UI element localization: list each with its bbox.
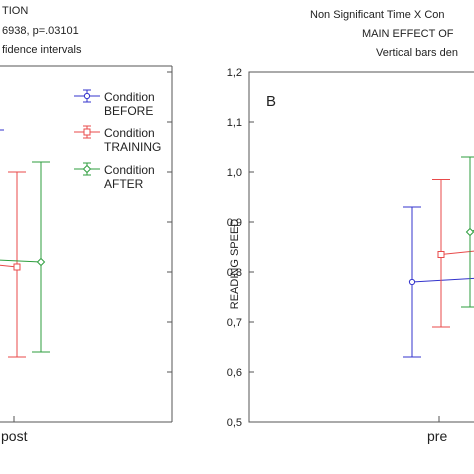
right-y-tick-label: 0,8 bbox=[227, 267, 242, 279]
right-y-tick-label: 1,1 bbox=[227, 117, 242, 129]
legend-training-line2: TRAINING bbox=[104, 140, 162, 154]
right-y-tick-label: 1,2 bbox=[227, 67, 242, 79]
legend-marker-after bbox=[82, 164, 92, 174]
legend-label-after: Condition AFTER bbox=[104, 163, 155, 191]
right-header-line-2: MAIN EFFECT OF bbox=[362, 28, 454, 40]
right-header-line-1: Non Significant Time X Con bbox=[310, 9, 445, 21]
legend-label-training: Condition TRAINING bbox=[104, 126, 161, 154]
legend-before-line2: BEFORE bbox=[104, 104, 154, 118]
left-point-training bbox=[13, 263, 21, 271]
legend-training-line1: Condition bbox=[104, 126, 155, 140]
right-point-training bbox=[437, 251, 445, 258]
right-x-tick-pre: pre bbox=[427, 428, 448, 444]
legend-marker-training bbox=[83, 128, 91, 136]
right-y-tick-label: 0,5 bbox=[227, 417, 242, 429]
legend-marker-before bbox=[83, 92, 91, 100]
right-series-line-training bbox=[440, 250, 474, 255]
left-header-line-3: fidence intervals bbox=[2, 44, 82, 56]
left-header-line-2: 6938, p=.03101 bbox=[2, 25, 79, 37]
right-plot-frame bbox=[248, 71, 474, 423]
left-x-tick-post: post bbox=[1, 428, 28, 444]
y-axis-label: READING SPEED bbox=[229, 218, 241, 310]
left-series-line-after bbox=[0, 259, 42, 263]
right-y-tick-label: 0,7 bbox=[227, 317, 242, 329]
panel-label-b: B bbox=[266, 93, 277, 110]
legend-label-before: Condition BEFORE bbox=[104, 90, 155, 118]
legend-after-line2: AFTER bbox=[104, 177, 144, 191]
right-y-tick-label: 0,6 bbox=[227, 367, 242, 379]
right-series-line-before bbox=[411, 277, 474, 283]
legend-before-line1: Condition bbox=[104, 90, 155, 104]
right-header-line-3: Vertical bars den bbox=[376, 47, 458, 59]
right-point-before bbox=[408, 278, 416, 286]
right-y-tick-label: 0,9 bbox=[227, 217, 242, 229]
legend-after-line1: Condition bbox=[104, 163, 155, 177]
left-point-after bbox=[36, 257, 46, 267]
right-point-after bbox=[465, 227, 474, 237]
right-y-tick-label: 1,0 bbox=[227, 167, 242, 179]
left-header-line-1: TION bbox=[2, 5, 29, 17]
